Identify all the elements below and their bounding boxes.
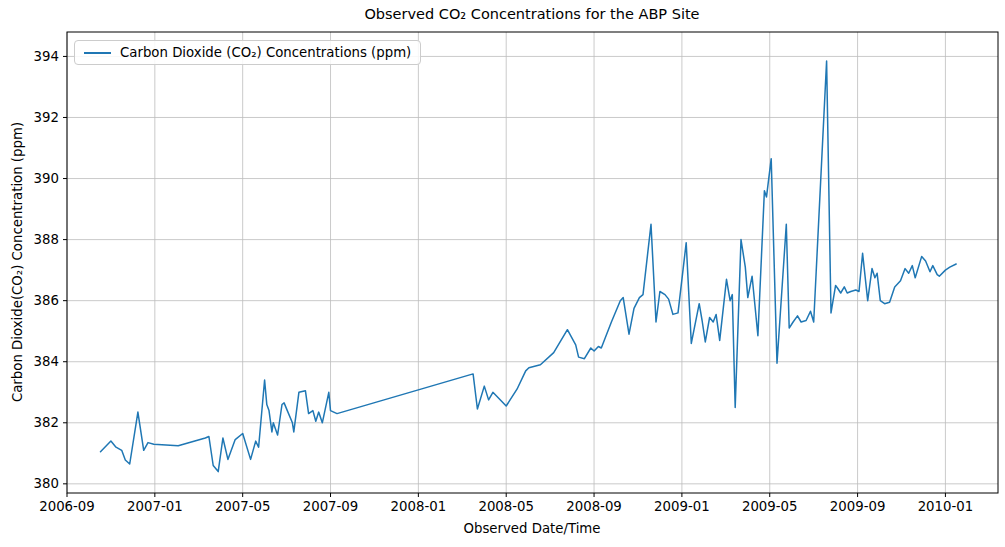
legend-label: Carbon Dioxide (CO₂) Concentrations (ppm…: [120, 45, 411, 60]
plot-area: 2006-09 2007-01 2007-05 2007-09 2008-01 2008-…: [0, 0, 1005, 547]
y-tick-label: 392: [34, 110, 59, 125]
figure: Observed CO₂ Concentrations for the ABP …: [0, 0, 1005, 547]
x-axis-label: Observed Date/Time: [463, 521, 600, 536]
plot-border: [67, 32, 998, 493]
x-tick-label: 2007-09: [303, 499, 359, 514]
y-tick-label: 384: [34, 354, 59, 369]
legend: Carbon Dioxide (CO₂) Concentrations (ppm…: [74, 40, 421, 65]
x-tick-label: 2008-09: [566, 499, 622, 514]
x-tick-label: 2009-05: [742, 499, 798, 514]
y-tick-label: 382: [34, 415, 59, 430]
y-tick-label: 390: [34, 171, 59, 186]
x-tick-label: 2007-05: [215, 499, 271, 514]
co2-series-line: [101, 61, 957, 472]
y-axis-label: Carbon Dioxide(CO₂) Concentration (ppm): [10, 122, 25, 402]
x-tick-label: 2007-01: [127, 499, 183, 514]
y-tick-label: 388: [34, 232, 59, 247]
x-tick-label: 2008-01: [391, 499, 447, 514]
x-tick-label: 2006-09: [39, 499, 95, 514]
y-tick-label: 394: [34, 49, 59, 64]
y-tick-label: 380: [34, 476, 59, 491]
x-tick-label: 2008-05: [478, 499, 534, 514]
x-tick-label: 2009-01: [654, 499, 710, 514]
x-tick-label: 2009-09: [830, 499, 886, 514]
legend-line-swatch: [84, 52, 111, 54]
x-tick-label: 2010-01: [918, 499, 974, 514]
y-tick-label: 386: [34, 293, 59, 308]
